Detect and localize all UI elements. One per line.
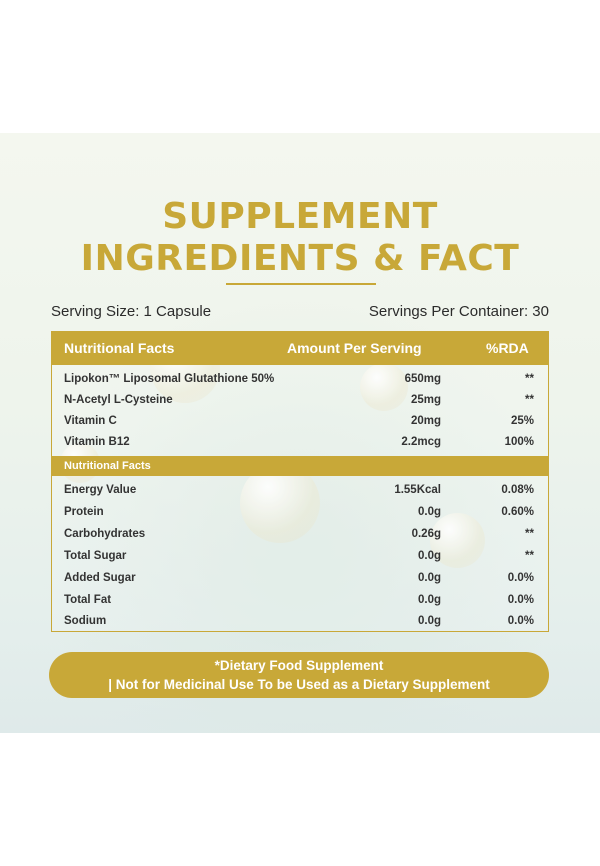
row-amount: 1.55Kcal	[394, 484, 441, 496]
row-name: Vitamin B12	[64, 436, 130, 448]
table-row: N-Acetyl L-Cysteine 25mg **	[52, 391, 548, 411]
row-rda: 100%	[504, 436, 534, 448]
row-name: Sodium	[64, 615, 107, 627]
supplement-disclaimer-banner: *Dietary Food Supplement | Not for Medic…	[49, 652, 549, 698]
header-rda: %RDA	[486, 340, 529, 356]
row-rda: **	[525, 528, 534, 540]
row-amount: 0.0g	[417, 594, 441, 606]
row-name: N-Acetyl L-Cysteine	[64, 394, 173, 406]
header-nutritional-facts: Nutritional Facts	[64, 340, 175, 356]
row-name: Lipokon™ Liposomal Glutathione 50%	[64, 373, 275, 385]
row-name: Protein	[64, 506, 104, 518]
row-amount: 650mg	[404, 373, 441, 385]
table-row: Total Fat 0.0g 0.0%	[52, 591, 548, 611]
decorative-bubble	[360, 363, 408, 411]
row-rda: 25%	[510, 415, 534, 427]
row-amount: 0.26g	[411, 528, 441, 540]
row-rda: 0.0%	[507, 572, 534, 584]
page-title-line1: SUPPLEMENT	[162, 196, 438, 237]
row-rda: **	[525, 394, 534, 406]
header-amount-per-serving: Amount Per Serving	[287, 340, 422, 356]
table-row: Carbohydrates 0.26g **	[52, 525, 548, 545]
table-row: Sodium 0.0g 0.0%	[52, 612, 548, 632]
disclaimer-line1: *Dietary Food Supplement	[214, 658, 384, 673]
nutrition-table: Nutritional Facts Amount Per Serving %RD…	[51, 331, 549, 632]
table-row: Energy Value 1.55Kcal 0.08%	[52, 481, 548, 501]
row-rda: **	[525, 373, 534, 385]
page-title-line2: INGREDIENTS & FACT	[80, 238, 520, 279]
row-amount: 2.2mcg	[401, 436, 441, 448]
row-amount: 0.0g	[417, 506, 441, 518]
table-row: Lipokon™ Liposomal Glutathione 50% 650mg…	[52, 370, 548, 390]
servings-per-container: Servings Per Container: 30	[368, 303, 549, 320]
row-rda: 0.60%	[501, 506, 534, 518]
row-name: Total Sugar	[64, 550, 127, 562]
row-name: Carbohydrates	[64, 528, 146, 540]
table-row: Total Sugar 0.0g **	[52, 547, 548, 567]
row-amount: 0.0g	[417, 550, 441, 562]
table-header: Nutritional Facts Amount Per Serving %RD…	[52, 332, 548, 365]
row-name: Total Fat	[64, 594, 112, 606]
row-amount: 0.0g	[417, 572, 441, 584]
row-rda: 0.0%	[507, 594, 534, 606]
table-subheader: Nutritional Facts	[52, 456, 548, 476]
row-name: Energy Value	[64, 484, 137, 496]
serving-size: Serving Size: 1 Capsule	[51, 303, 212, 320]
row-rda: **	[525, 550, 534, 562]
row-rda: 0.0%	[507, 615, 534, 627]
table-row: Added Sugar 0.0g 0.0%	[52, 569, 548, 589]
title-underline	[226, 283, 376, 285]
row-name: Added Sugar	[64, 572, 136, 584]
row-amount: 0.0g	[417, 615, 441, 627]
row-amount: 25mg	[410, 394, 441, 406]
table-row: Vitamin C 20mg 25%	[52, 412, 548, 432]
table-row: Protein 0.0g 0.60%	[52, 503, 548, 523]
fact-panel: SUPPLEMENT INGREDIENTS & FACT Serving Si…	[0, 133, 600, 733]
disclaimer-line2: | Not for Medicinal Use To be Used as a …	[108, 677, 490, 692]
row-name: Vitamin C	[64, 415, 117, 427]
row-amount: 20mg	[410, 415, 441, 427]
subheader-label: Nutritional Facts	[64, 460, 151, 472]
decorative-bubble	[240, 463, 320, 543]
row-rda: 0.08%	[501, 484, 534, 496]
table-row: Vitamin B12 2.2mcg 100%	[52, 433, 548, 453]
decorative-bubble	[430, 513, 485, 568]
